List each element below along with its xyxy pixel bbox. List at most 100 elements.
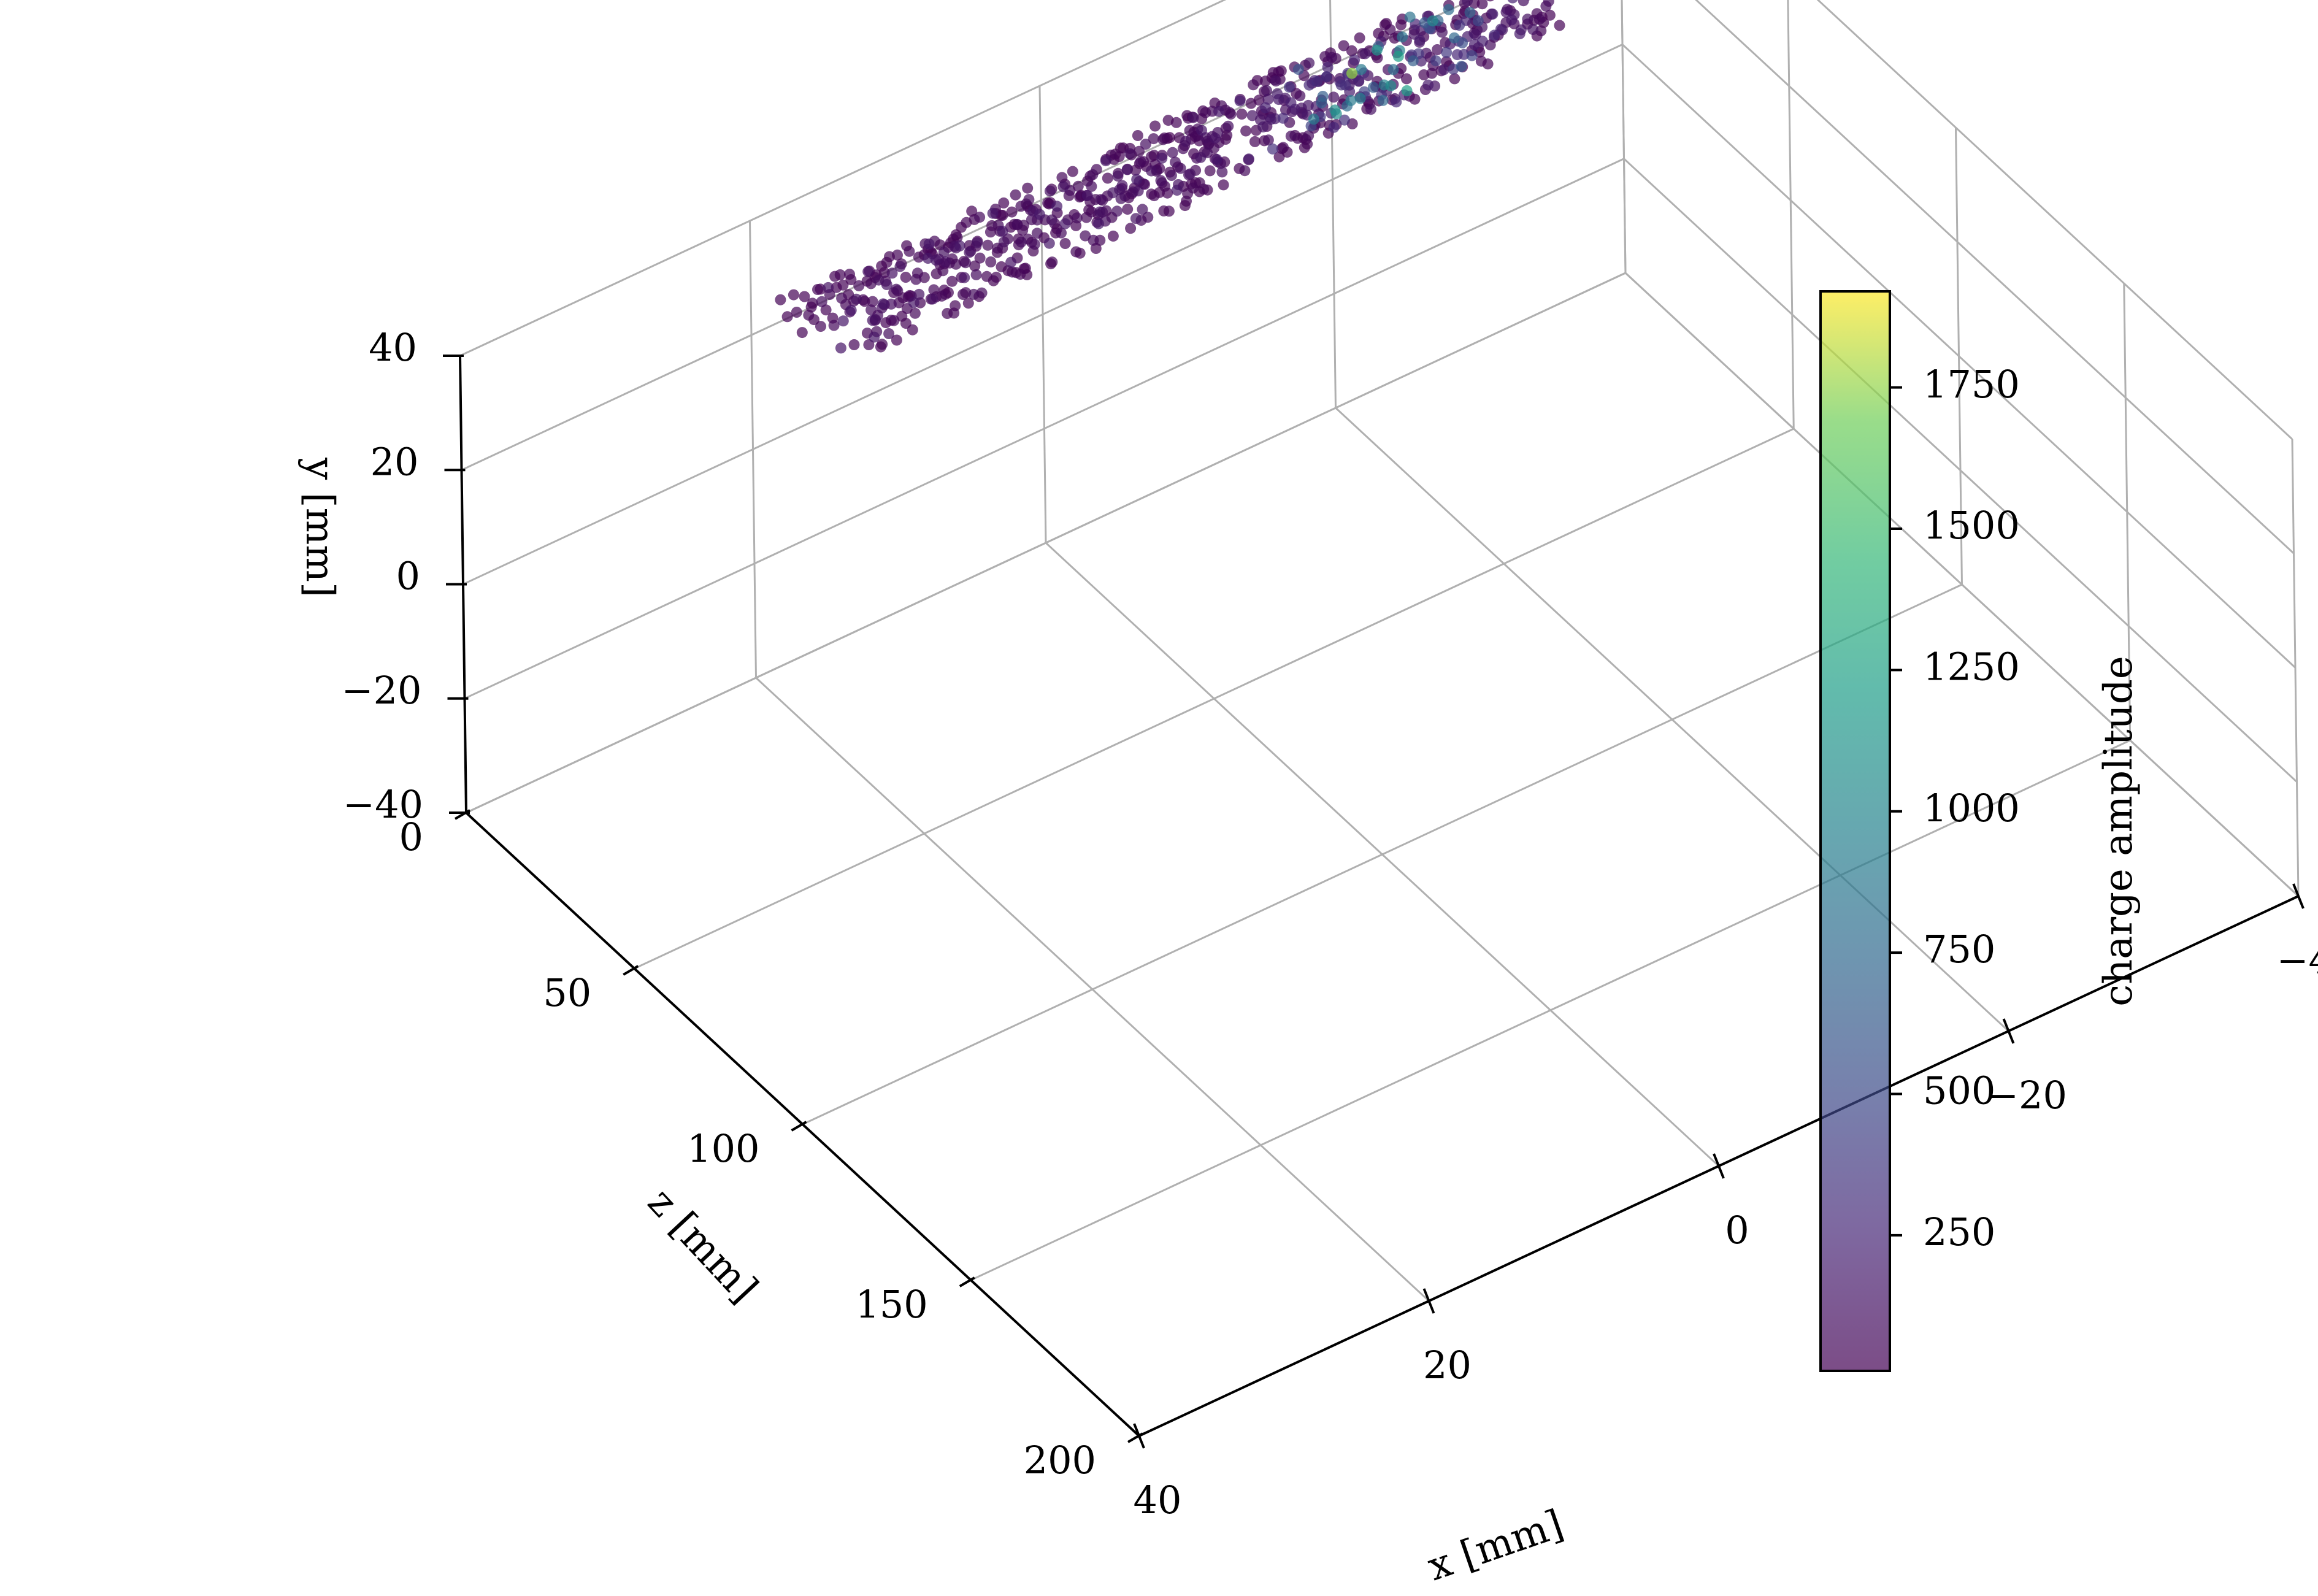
x-tick-label: 20 (1423, 1343, 1472, 1387)
scatter-point (1385, 80, 1397, 91)
scatter-point (1518, 0, 1529, 7)
scatter-point (1125, 223, 1137, 234)
scatter-point (1222, 120, 1234, 132)
scatter-point (938, 247, 950, 258)
x-tick (1133, 1423, 1145, 1449)
scatter-point (1115, 193, 1127, 204)
x-axis-label: x [mm] (1422, 1502, 1568, 1590)
scatter-point (1377, 94, 1389, 106)
scatter-point (1466, 50, 1478, 61)
scatter-point (984, 226, 996, 238)
scatter-point (1346, 45, 1357, 56)
scatter-point (853, 280, 865, 291)
scatter-point (909, 307, 921, 319)
scatter-point (835, 342, 846, 354)
scatter-point (1146, 165, 1157, 177)
scatter-point (1432, 44, 1443, 55)
scatter-point (1316, 97, 1327, 109)
scatter-point (1384, 24, 1396, 36)
grid-line (1787, 0, 1795, 429)
z-tick (791, 1121, 807, 1132)
scatter-point (913, 251, 924, 263)
scatter-point (1338, 114, 1350, 126)
scatter-point (1354, 32, 1365, 44)
scatter-point (991, 271, 1002, 283)
scatter-point (877, 298, 889, 310)
scatter-point (1195, 152, 1207, 163)
scatter-point (1130, 213, 1142, 224)
scatter-point (1044, 185, 1056, 197)
scatter-point (951, 232, 963, 243)
scatter-point (1071, 212, 1083, 224)
scatter-point (1209, 132, 1221, 144)
scatter-point (1070, 246, 1082, 258)
scatter-point (1449, 73, 1460, 85)
x-tick-label: −40 (2277, 938, 2318, 983)
scatter-point (1157, 134, 1169, 145)
grid-line (1623, 158, 2298, 783)
y-tick-label: −20 (342, 668, 422, 713)
scatter-point (1345, 94, 1357, 106)
scatter-point (1544, 9, 1556, 21)
scatter-point (1046, 214, 1057, 226)
scatter-point (1171, 185, 1183, 196)
x-tick (1422, 1288, 1435, 1314)
scatter-point (836, 293, 848, 304)
z-tick (454, 809, 471, 820)
scatter-point (985, 256, 997, 267)
scatter-point (1346, 67, 1357, 79)
scatter-point (972, 237, 983, 248)
scatter-point (1111, 205, 1123, 217)
scatter-point (1404, 11, 1416, 23)
scatter-point (1464, 7, 1476, 18)
scatter-point (1335, 79, 1347, 91)
scatter-point (1330, 108, 1342, 120)
scatter-point (1543, 0, 1554, 7)
scatter-point (796, 327, 808, 339)
z-tick (959, 1276, 975, 1287)
scatter-point (1391, 96, 1402, 108)
scatter-point (816, 296, 827, 307)
scatter-point (1163, 205, 1175, 217)
scatter-point (937, 265, 949, 277)
scatter-point (1167, 147, 1178, 158)
scatter-point (1236, 109, 1248, 120)
scatter-point (1302, 138, 1313, 150)
scatter-point (812, 284, 823, 295)
scatter-point (1401, 73, 1412, 85)
scatter-point (1170, 117, 1182, 128)
scatter-point (1245, 98, 1257, 109)
scatter-point (1278, 142, 1289, 153)
scatter-point (1165, 170, 1177, 181)
x-tick-label: 40 (1134, 1478, 1182, 1522)
grid-line (1329, 0, 1337, 409)
grid-line (749, 220, 757, 678)
scatter-point (1407, 55, 1419, 67)
scatter-point (1148, 190, 1160, 202)
scatter-point (820, 304, 832, 316)
scatter-point (791, 307, 802, 318)
scatter-point (1131, 174, 1143, 185)
x-tick-label: 0 (1725, 1208, 1749, 1253)
scatter-point (892, 249, 903, 261)
scatter-point (1267, 143, 1278, 155)
scatter-point (1135, 156, 1146, 167)
scatter-point (1475, 55, 1487, 67)
scatter-point (1270, 75, 1282, 87)
scatter-point (1533, 13, 1545, 25)
scatter-point (1056, 227, 1067, 239)
scatter-point (1527, 0, 1531, 1)
scatter-point (1149, 120, 1161, 132)
scatter-point (1216, 166, 1228, 178)
scatter-point (1265, 113, 1276, 125)
scatter-point (788, 289, 799, 301)
scatter-point (1328, 121, 1340, 133)
scatter-point (959, 272, 970, 283)
scatter-point (1354, 93, 1366, 104)
scatter-point (1142, 212, 1154, 223)
scatter-point (1148, 133, 1159, 145)
scatter-point (1059, 238, 1071, 249)
scatter-point (803, 309, 815, 321)
scatter-point (888, 315, 900, 326)
scatter-point (877, 339, 888, 350)
